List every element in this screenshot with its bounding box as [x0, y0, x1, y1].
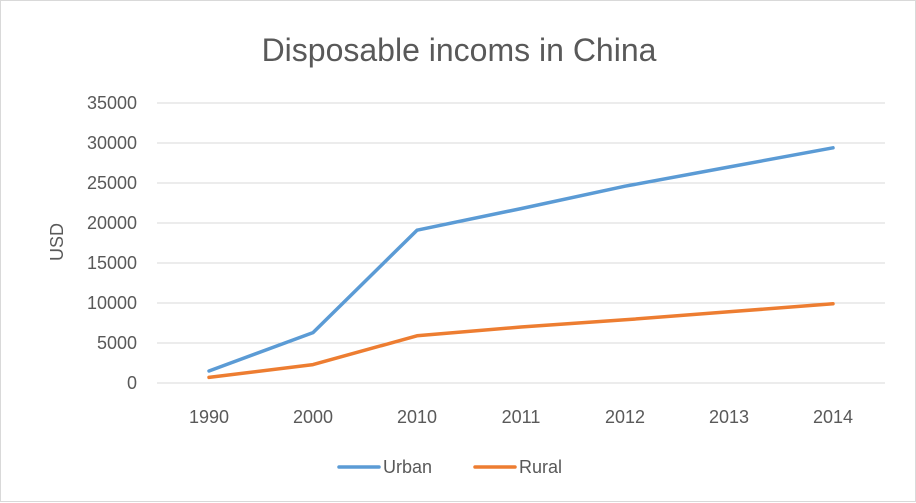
- x-tick-label: 2010: [397, 407, 437, 427]
- x-tick-label: 2014: [813, 407, 853, 427]
- data-point-rural: [831, 302, 835, 306]
- series-line-urban: [209, 148, 833, 371]
- data-point-urban: [519, 207, 523, 211]
- y-tick-label: 15000: [87, 253, 137, 273]
- x-tick-label: 1990: [189, 407, 229, 427]
- y-tick-labels: 0 5000 10000 15000 20000 25000 30000 35000: [87, 93, 137, 393]
- legend-label-rural: Rural: [519, 457, 562, 477]
- data-point-rural: [519, 325, 523, 329]
- data-point-rural: [207, 375, 211, 379]
- data-point-urban: [727, 165, 731, 169]
- series-line-rural: [209, 304, 833, 378]
- x-tick-label: 2000: [293, 407, 333, 427]
- x-tick-label: 2011: [502, 407, 541, 427]
- data-point-rural: [311, 363, 315, 367]
- y-tick-label: 35000: [87, 93, 137, 113]
- data-point-rural: [623, 318, 627, 322]
- legend-label-urban: Urban: [383, 457, 432, 477]
- y-axis-title: USD: [47, 223, 67, 261]
- y-tick-label: 20000: [87, 213, 137, 233]
- y-tick-label: 30000: [87, 133, 137, 153]
- data-point-rural: [727, 310, 731, 314]
- x-tick-label: 2013: [709, 407, 749, 427]
- y-tick-label: 25000: [87, 173, 137, 193]
- chart-title: Disposable incoms in China: [262, 32, 657, 68]
- data-point-urban: [207, 369, 211, 373]
- data-point-urban: [831, 146, 835, 150]
- data-point-rural: [415, 334, 419, 338]
- y-tick-label: 0: [127, 373, 137, 393]
- y-tick-label: 5000: [97, 333, 137, 353]
- x-tick-label: 2012: [605, 407, 645, 427]
- data-point-urban: [623, 184, 627, 188]
- legend: Urban Rural: [339, 457, 562, 477]
- data-point-urban: [415, 228, 419, 232]
- data-point-urban: [311, 331, 315, 335]
- gridlines: [157, 103, 885, 383]
- x-tick-labels: 1990 2000 2010 2011 2012 2013 2014: [189, 407, 853, 427]
- y-tick-label: 10000: [87, 293, 137, 313]
